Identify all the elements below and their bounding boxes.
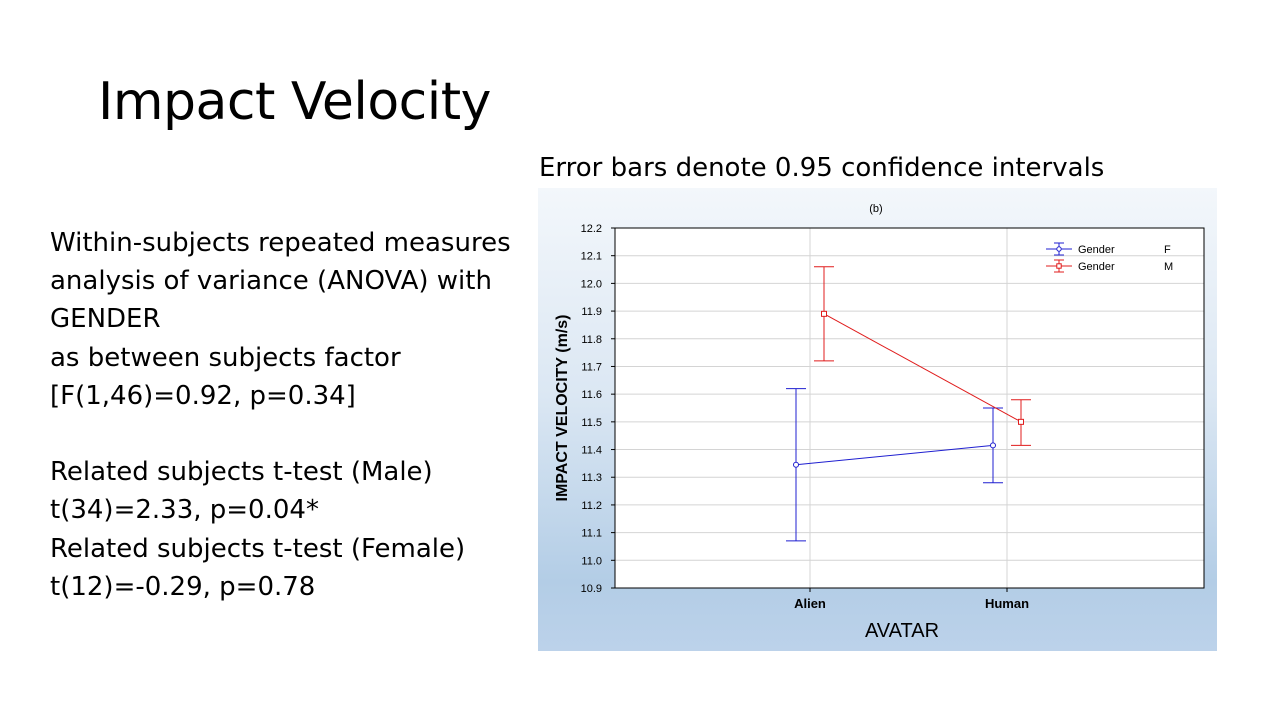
data-point xyxy=(1018,418,1024,425)
legend-label: Gender xyxy=(1078,261,1115,273)
x-tick-label: Alien xyxy=(794,596,826,611)
chart-caption: Error bars denote 0.95 confidence interv… xyxy=(539,153,1105,183)
body-line: Related subjects t-test (Male) xyxy=(50,457,433,488)
y-tick-label: 11.9 xyxy=(581,306,602,318)
body-line: [F(1,46)=0.92, p=0.34] xyxy=(50,380,356,411)
y-tick-label: 11.5 xyxy=(581,417,602,429)
chart-panel: 12.2 12.1 12.0 11.9 11.8 11.7 11.6 11.5 11.4 11.3… xyxy=(538,188,1217,651)
legend-level: M xyxy=(1164,261,1173,273)
y-tick-label: 11.8 xyxy=(581,334,602,346)
body-line: GENDER xyxy=(50,304,161,335)
y-axis-label: IMPACT VELOCITY (m/s) xyxy=(554,315,571,502)
legend-marker xyxy=(1056,263,1062,269)
data-point xyxy=(793,461,799,468)
body-spacer xyxy=(50,415,530,453)
slide-title: Impact Velocity xyxy=(98,72,491,132)
y-tick-label: 11.4 xyxy=(581,445,602,457)
y-tick-label: 11.3 xyxy=(581,472,602,484)
legend-marker xyxy=(1056,246,1062,252)
y-tick-label: 11.2 xyxy=(581,500,602,512)
y-tick-label: 11.6 xyxy=(581,389,602,401)
chart-svg: 12.2 12.1 12.0 11.9 11.8 11.7 11.6 11.5 11.4 11.3… xyxy=(554,203,1205,642)
body-line: Within-subjects repeated measures xyxy=(50,228,511,258)
legend-level: F xyxy=(1164,244,1171,256)
y-tick-label: 12.1 xyxy=(581,251,602,263)
chart-title: (b) xyxy=(869,203,882,215)
y-tick-label: 11.1 xyxy=(581,528,602,540)
body-line: analysis of variance (ANOVA) with xyxy=(50,266,492,297)
series-line xyxy=(795,444,994,466)
body-line: as between subjects factor xyxy=(50,342,401,373)
legend-label: Gender xyxy=(1078,244,1115,256)
body-line: t(12)=-0.29, p=0.78 xyxy=(50,571,316,602)
x-tick-label: Human xyxy=(985,596,1029,611)
y-tick-label: 12.2 xyxy=(581,223,602,235)
data-point xyxy=(990,442,996,449)
y-tick-label: 11.7 xyxy=(581,361,602,373)
body-line: Related subjects t-test (Female) xyxy=(50,533,466,564)
series-line xyxy=(823,313,1022,423)
plot-frame xyxy=(614,227,1205,589)
plot-area xyxy=(615,228,1204,588)
y-tick-label: 11.0 xyxy=(581,555,602,567)
y-tick-label: 12.0 xyxy=(581,278,602,290)
x-axis-label: AVATAR xyxy=(865,620,939,642)
y-tick-label: 10.9 xyxy=(581,583,602,595)
data-point xyxy=(821,310,827,317)
body-line: t(34)=2.33, p=0.04* xyxy=(50,495,319,526)
body-text: Within-subjects repeated measures analys… xyxy=(50,224,530,606)
